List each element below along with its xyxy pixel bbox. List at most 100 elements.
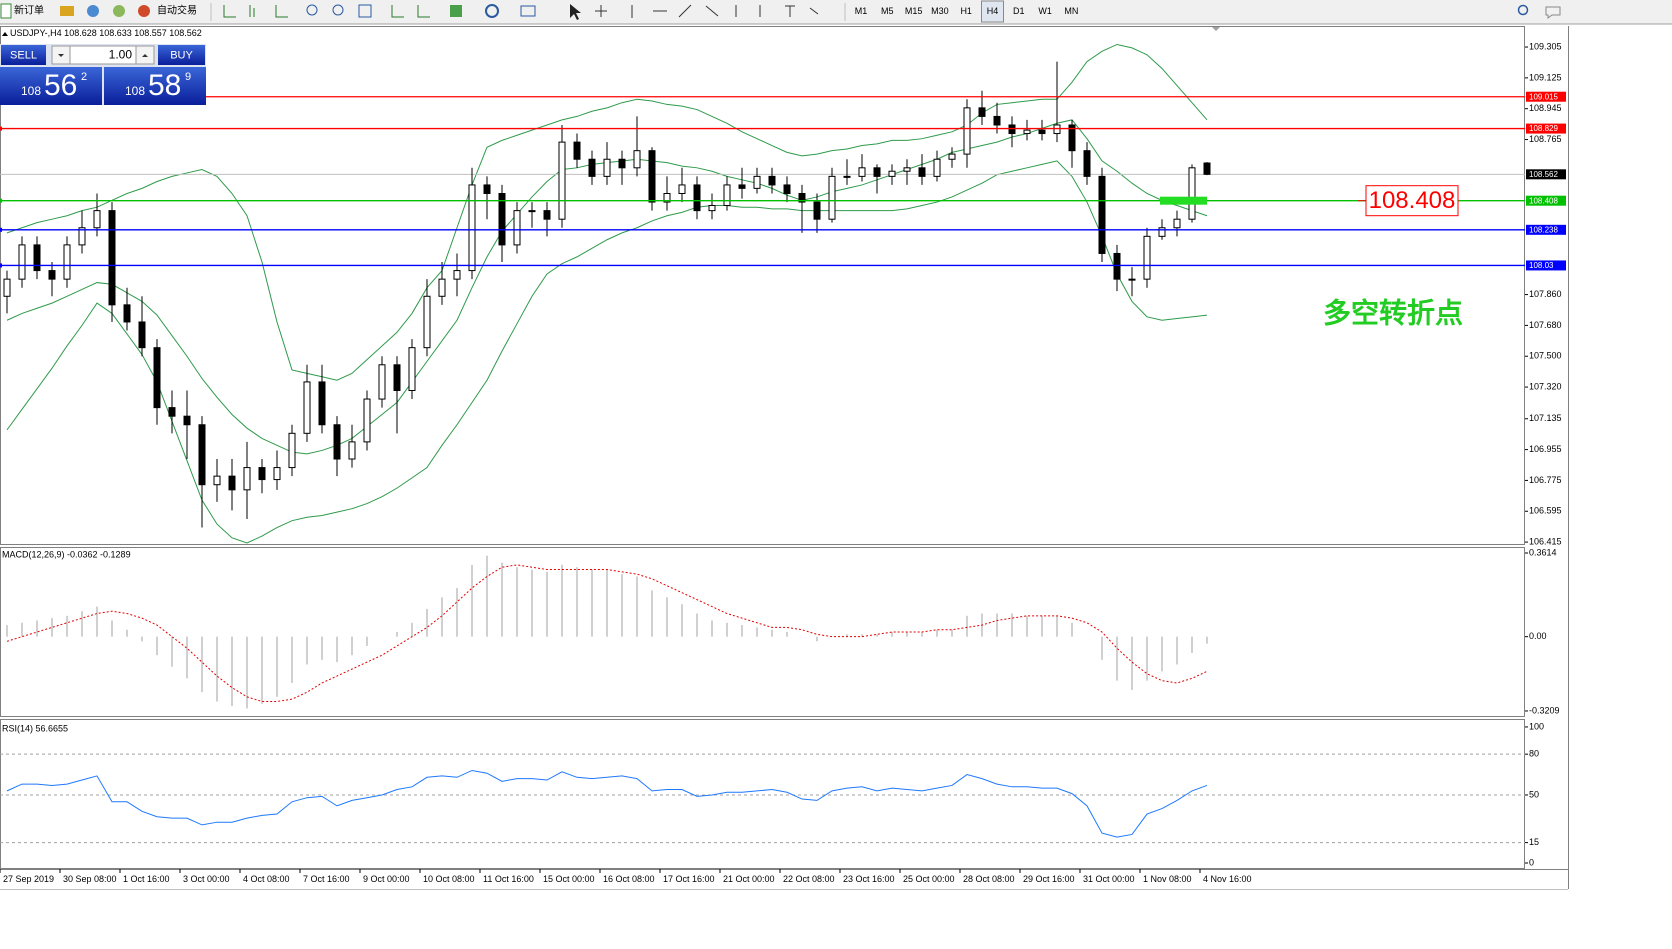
sell-price-box[interactable] xyxy=(0,67,102,105)
candle-body xyxy=(3,278,11,297)
callout-box xyxy=(1365,185,1459,217)
candle-body xyxy=(123,304,131,323)
candle-body xyxy=(228,475,236,491)
candle-body xyxy=(588,158,596,177)
y-tick-label: 107.500 xyxy=(1529,351,1562,361)
auto-trading[interactable]: 自动交易 xyxy=(157,4,197,17)
bollinger-upper xyxy=(6,43,1208,381)
candle-body xyxy=(18,244,26,280)
candle-body xyxy=(768,175,776,186)
periods[interactable] xyxy=(485,4,499,18)
sell-button[interactable] xyxy=(1,45,46,65)
buy-price-box[interactable] xyxy=(104,67,206,105)
timeframe-button[interactable]: M30 xyxy=(931,6,949,16)
candle-body xyxy=(468,184,476,272)
search[interactable] xyxy=(1517,4,1529,16)
x-tick-label: 23 Oct 16:00 xyxy=(843,874,895,884)
chart-type-icons[interactable] xyxy=(223,5,288,18)
active-timeframe[interactable] xyxy=(981,0,1004,23)
drawing-tools[interactable] xyxy=(595,4,819,18)
timeframe-button[interactable]: H1 xyxy=(960,6,972,16)
sell-price-big[interactable]: 108 xyxy=(21,84,41,98)
candle-body xyxy=(363,398,371,443)
buy-price-frac[interactable]: 9 xyxy=(185,71,191,83)
main-plot-frame xyxy=(0,26,1525,545)
candle-body xyxy=(678,184,686,194)
candle-body xyxy=(723,184,731,206)
price-label-box xyxy=(1526,260,1566,271)
candle-body xyxy=(288,432,296,469)
x-tick-label: 1 Nov 08:00 xyxy=(1143,874,1192,884)
price-label-box xyxy=(1526,91,1566,102)
cursor-tool[interactable] xyxy=(570,4,581,20)
zoom-in[interactable] xyxy=(306,4,318,16)
price-label: 109.015 xyxy=(1529,92,1558,101)
timeframe-button[interactable]: MN xyxy=(1064,6,1078,16)
buy-label[interactable]: BUY xyxy=(170,49,193,61)
chat[interactable] xyxy=(1545,6,1561,19)
candle-body xyxy=(513,210,521,246)
auto-trading-icon[interactable] xyxy=(138,5,150,17)
macd-signal xyxy=(6,564,1208,702)
zoom-out[interactable] xyxy=(332,4,344,16)
new-order-icon[interactable] xyxy=(0,3,12,19)
y-tick-label: -0.3209 xyxy=(1529,705,1560,715)
price-label-box xyxy=(1526,123,1566,134)
candle-body xyxy=(633,150,641,169)
y-tick-label: 108.765 xyxy=(1529,134,1562,144)
y-tick-label: 80 xyxy=(1529,749,1539,759)
candle-body xyxy=(1098,175,1106,254)
indicator-title: MACD(12,26,9) -0.0362 -0.1289 xyxy=(2,549,131,559)
candle-body xyxy=(243,467,251,491)
buy-price-big[interactable]: 108 xyxy=(125,84,145,98)
templates[interactable] xyxy=(520,5,536,17)
last-price-box xyxy=(1526,169,1566,180)
sell-price-frac[interactable]: 2 xyxy=(81,71,87,83)
candle-body xyxy=(108,210,116,306)
icon[interactable] xyxy=(60,6,74,16)
candle-body xyxy=(273,467,281,481)
sell-price-pips[interactable]: 56 xyxy=(44,69,77,102)
toolbar-bg xyxy=(0,0,1672,24)
timeframe-button[interactable]: D1 xyxy=(1013,6,1025,16)
price-label-box xyxy=(1526,224,1566,235)
scroll-icons[interactable] xyxy=(391,5,430,18)
x-tick-label: 17 Oct 16:00 xyxy=(663,874,715,884)
candle-body xyxy=(618,158,626,169)
lots-value[interactable]: 1.00 xyxy=(109,48,133,62)
price-label: 108.829 xyxy=(1529,124,1558,133)
line-handle xyxy=(0,227,2,232)
timeframe-button[interactable]: M15 xyxy=(905,6,923,16)
tile[interactable] xyxy=(358,4,372,18)
icon[interactable] xyxy=(113,5,125,17)
timeframe-button[interactable]: M1 xyxy=(855,6,868,16)
icon[interactable] xyxy=(87,5,99,17)
candle-body xyxy=(63,244,71,280)
y-tick-label: 106.775 xyxy=(1529,475,1562,485)
candle-body xyxy=(1083,150,1091,177)
title-marker xyxy=(2,32,8,36)
new-order[interactable]: 新订单 xyxy=(14,4,44,17)
timeframe-button[interactable]: H4 xyxy=(987,6,999,16)
buy-price-pips[interactable]: 58 xyxy=(148,69,181,102)
candle-body xyxy=(498,193,506,246)
candle-body xyxy=(303,381,311,434)
price-label: 108.238 xyxy=(1529,225,1558,234)
candle-body xyxy=(783,184,791,194)
candle-body xyxy=(1158,227,1166,237)
candle-body xyxy=(873,167,881,177)
sell-label[interactable]: SELL xyxy=(10,49,37,61)
y-tick-label: 50 xyxy=(1529,789,1539,799)
indicator-title: RSI(14) 56.6655 xyxy=(2,723,68,733)
buy-button[interactable] xyxy=(158,45,205,65)
timeframe-button[interactable]: M5 xyxy=(881,6,894,16)
candle-body xyxy=(993,115,1001,126)
candle-body xyxy=(798,193,806,203)
candle-body xyxy=(828,175,836,220)
candle-body xyxy=(213,475,221,486)
timeframes: M1 M5 M15 M30 H1 H4 D1 W1 MN xyxy=(855,0,1078,23)
rsi-plot-frame xyxy=(0,719,1525,869)
indicators[interactable] xyxy=(450,5,462,17)
timeframe-button[interactable]: W1 xyxy=(1038,6,1052,16)
callout-label: 108.408 xyxy=(1369,187,1456,214)
